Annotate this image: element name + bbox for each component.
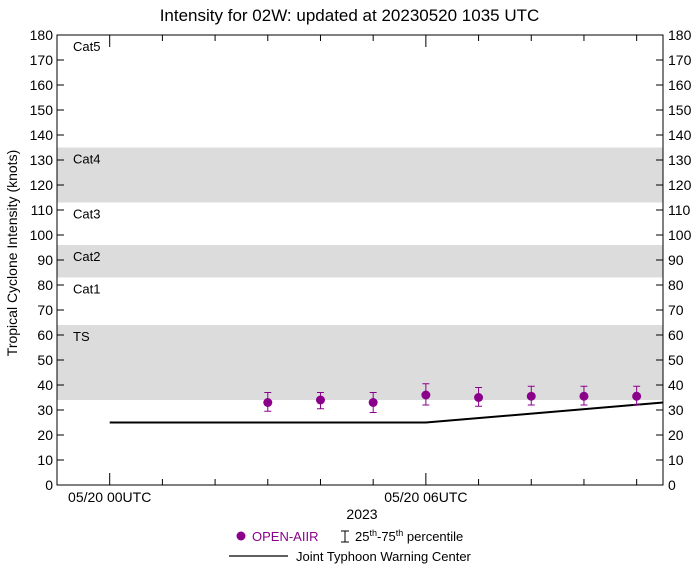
y-tick-label-left: 70 bbox=[37, 302, 53, 318]
legend-open-aiir-label: OPEN-AIIR bbox=[252, 529, 318, 544]
category-band-ts bbox=[57, 325, 663, 400]
legend-jtwc-label: Joint Typhoon Warning Center bbox=[296, 549, 472, 564]
legend: OPEN-AIIR 25th-75th percentile Joint Typ… bbox=[229, 528, 472, 564]
y-tick-label-left: 140 bbox=[30, 127, 54, 143]
y-tick-label-right: 180 bbox=[668, 27, 692, 43]
y-tick-label-right: 70 bbox=[668, 302, 684, 318]
x-axis-label: 2023 bbox=[346, 506, 377, 522]
y-tick-label-left: 20 bbox=[37, 427, 53, 443]
y-tick-label-left: 120 bbox=[30, 177, 54, 193]
y-tick-label-right: 130 bbox=[668, 152, 692, 168]
y-tick-label-right: 40 bbox=[668, 377, 684, 393]
category-band-cat4 bbox=[57, 147, 663, 203]
y-tick-label-right: 120 bbox=[668, 177, 692, 193]
y-tick-label-left: 0 bbox=[45, 477, 53, 493]
open-aiir-point bbox=[315, 395, 325, 405]
category-label-cat2: Cat2 bbox=[73, 249, 100, 264]
x-tick-label: 05/20 06UTC bbox=[384, 489, 467, 505]
y-tick-label-left: 50 bbox=[37, 352, 53, 368]
legend-errorbar-icon bbox=[341, 530, 349, 543]
y-tick-label-right: 10 bbox=[668, 452, 684, 468]
y-tick-label-left: 160 bbox=[30, 77, 54, 93]
category-label-cat3: Cat3 bbox=[73, 207, 100, 222]
y-tick-label-left: 10 bbox=[37, 452, 53, 468]
legend-percentile-label: 25th-75th percentile bbox=[355, 528, 463, 544]
category-band-cat2 bbox=[57, 245, 663, 278]
y-tick-label-left: 170 bbox=[30, 52, 54, 68]
y-tick-label-right: 110 bbox=[668, 202, 691, 218]
y-tick-label-left: 60 bbox=[37, 327, 53, 343]
y-tick-label-left: 100 bbox=[30, 227, 54, 243]
open-aiir-point bbox=[579, 391, 589, 401]
y-tick-label-right: 160 bbox=[668, 77, 692, 93]
category-label-cat5: Cat5 bbox=[73, 39, 100, 54]
y-tick-label-right: 50 bbox=[668, 352, 684, 368]
y-tick-label-right: 90 bbox=[668, 252, 684, 268]
y-tick-label-left: 130 bbox=[30, 152, 54, 168]
chart-title: Intensity for 02W: updated at 20230520 1… bbox=[159, 6, 540, 25]
y-tick-label-right: 60 bbox=[668, 327, 684, 343]
open-aiir-point bbox=[263, 398, 273, 407]
y-tick-label-left: 30 bbox=[37, 402, 53, 418]
y-tick-label-right: 20 bbox=[668, 427, 684, 443]
x-tick-label: 05/20 00UTC bbox=[68, 489, 151, 505]
category-label-cat4: Cat4 bbox=[73, 152, 100, 167]
open-aiir-point bbox=[474, 393, 484, 402]
y-tick-label-left: 150 bbox=[30, 102, 54, 118]
y-tick-label-right: 80 bbox=[668, 277, 684, 293]
y-tick-label-left: 90 bbox=[37, 252, 53, 268]
jtwc-intensity-line bbox=[109, 401, 664, 424]
y-tick-label-left: 180 bbox=[30, 27, 54, 43]
y-tick-label-right: 140 bbox=[668, 127, 692, 143]
category-label-cat1: Cat1 bbox=[73, 282, 100, 297]
y-tick-label-right: 170 bbox=[668, 52, 692, 68]
y-tick-label-right: 30 bbox=[668, 402, 684, 418]
y-tick-label-right: 150 bbox=[668, 102, 692, 118]
category-label-ts: TS bbox=[73, 329, 90, 344]
open-aiir-point bbox=[632, 391, 642, 401]
y-axis-label: Tropical Cyclone Intensity (knots) bbox=[4, 150, 20, 356]
y-tick-label-left: 40 bbox=[37, 377, 53, 393]
y-tick-label-left: 110 bbox=[31, 202, 54, 218]
open-aiir-point bbox=[368, 398, 378, 407]
legend-marker-open-aiir bbox=[236, 531, 246, 541]
y-tick-label-right: 100 bbox=[668, 227, 692, 243]
open-aiir-point bbox=[526, 391, 536, 401]
open-aiir-point bbox=[421, 390, 431, 400]
y-tick-label-left: 80 bbox=[37, 277, 53, 293]
y-tick-label-right: 0 bbox=[668, 477, 676, 493]
